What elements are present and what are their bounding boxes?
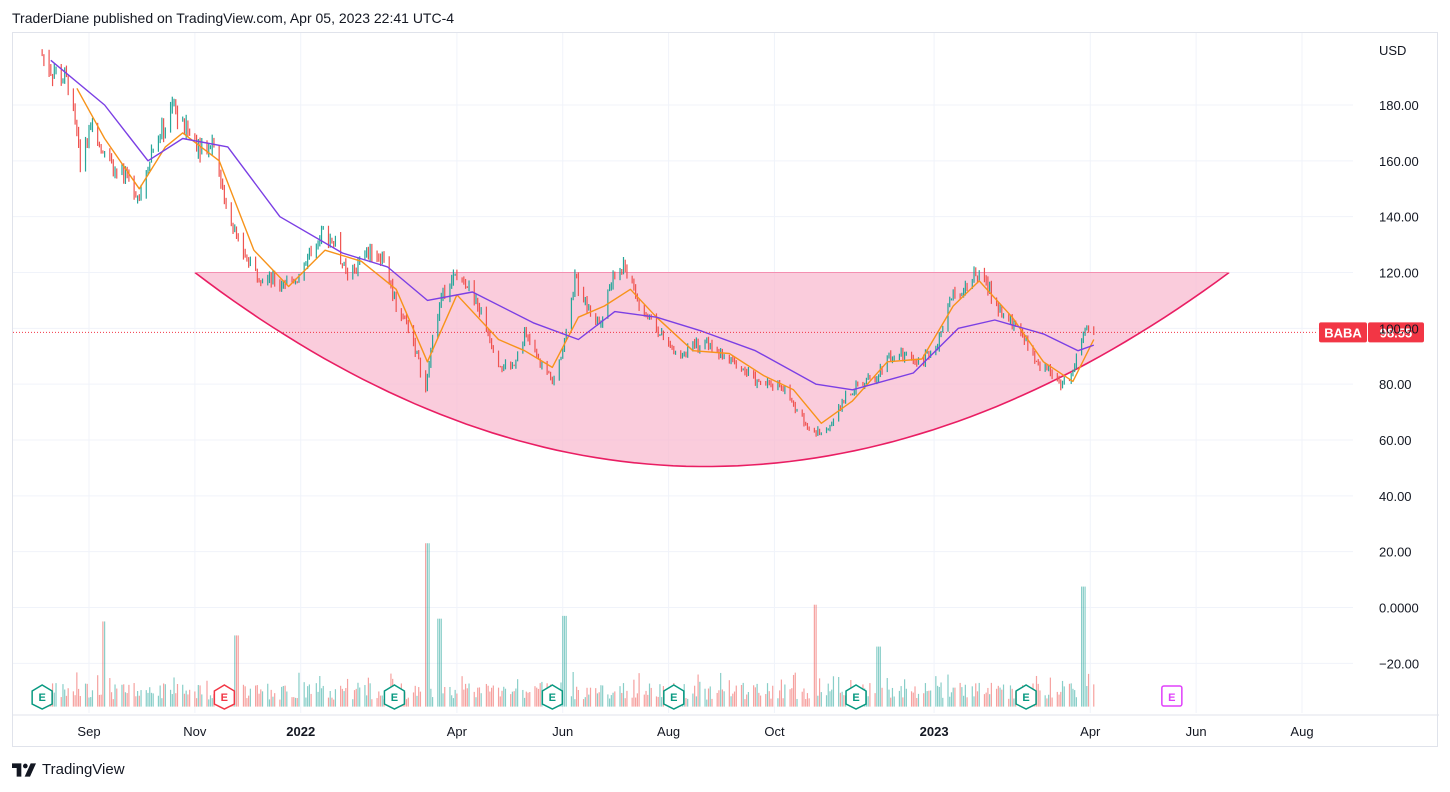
price-tick-label: 140.00	[1379, 210, 1419, 225]
price-chart[interactable]: E E E E E E E E BABA 98.55 USD 180.00 160.00 140.00…	[13, 33, 1439, 748]
earnings-label: E	[221, 692, 228, 704]
time-tick-label: Jun	[552, 724, 573, 739]
earnings-shape	[845, 684, 867, 710]
earnings-shape	[213, 684, 236, 710]
earnings-shape	[663, 684, 685, 710]
price-bars	[41, 49, 1095, 437]
price-tick-label: 80.00	[1379, 377, 1412, 392]
earnings-label: E	[1168, 692, 1175, 704]
earnings-marker-icon[interactable]: E	[541, 684, 564, 710]
price-tick-label: 100.00	[1379, 321, 1419, 336]
moving-average-line	[50, 59, 1095, 391]
price-tick-label: 40.00	[1379, 489, 1412, 504]
earnings-label: E	[391, 692, 398, 704]
time-tick-label: Apr	[1080, 724, 1101, 739]
earnings-label: E	[1022, 692, 1029, 704]
earnings-box	[1161, 685, 1183, 707]
price-tick-label: 180.00	[1379, 98, 1419, 113]
earnings-marker-icon[interactable]: E	[213, 684, 236, 710]
time-tick-label: Apr	[447, 724, 468, 739]
earnings-label: E	[670, 692, 677, 704]
symbol-label: BABA	[1324, 325, 1362, 340]
price-axis: USD 180.00 160.00 140.00 120.00 100.00 80.00 60…	[1379, 43, 1419, 671]
earnings-shape	[541, 684, 564, 710]
price-tick-label: 160.00	[1379, 154, 1419, 169]
time-tick-label: Jun	[1186, 724, 1207, 739]
time-tick-label: Sep	[77, 724, 100, 739]
footer: TradingView	[12, 761, 125, 778]
price-tick-label: −20.00	[1379, 656, 1419, 671]
earnings-marker-icon[interactable]: E	[1015, 684, 1037, 710]
earnings-label: E	[549, 692, 556, 704]
price-tick-label: 60.00	[1379, 433, 1412, 448]
time-tick-label: Nov	[183, 724, 207, 739]
volume-bars	[41, 543, 1095, 707]
last-price-label: 98.55	[1380, 325, 1413, 340]
price-tick-label: 20.00	[1379, 545, 1412, 560]
symbol-tag	[1319, 322, 1367, 343]
last-price-line: BABA 98.55	[13, 322, 1424, 343]
chart-frame: E E E E E E E E BABA 98.55 USD 180.00 160.00 140.00…	[12, 32, 1439, 748]
currency-label: USD	[1379, 43, 1406, 58]
publisher-line: TraderDiane published on TradingView.com…	[12, 10, 455, 26]
rounded-bottom-pattern	[194, 271, 1230, 468]
pattern-fill	[194, 272, 1230, 467]
earnings-label: E	[852, 692, 859, 704]
time-tick-label: 2022	[286, 724, 315, 739]
earnings-marker-icon[interactable]: E	[31, 684, 53, 710]
earnings-label: E	[38, 692, 45, 704]
earnings-marker-icon[interactable]: E	[1161, 685, 1183, 707]
price-tick-label: 120.00	[1379, 266, 1419, 281]
earnings-marker-icon[interactable]: E	[845, 684, 867, 710]
earnings-shape	[1015, 684, 1037, 710]
time-axis: Sep Nov 2022 Apr Jun Aug Oct 2023 Apr Jun Aug	[77, 724, 1313, 739]
earnings-shape	[31, 684, 53, 710]
earnings-shape	[383, 684, 406, 710]
last-price-tag	[1368, 322, 1424, 343]
time-tick-label: 2023	[920, 724, 949, 739]
pattern-arc	[194, 271, 1230, 468]
tradingview-brand[interactable]: TradingView	[42, 761, 125, 778]
earnings-marker-icon[interactable]: E	[663, 684, 685, 710]
time-tick-label: Aug	[1290, 724, 1313, 739]
time-tick-label: Aug	[657, 724, 680, 739]
time-tick-label: Oct	[764, 724, 785, 739]
earnings-marker-icon[interactable]: E	[383, 684, 406, 710]
price-tick-label: 0.0000	[1379, 601, 1419, 616]
tradingview-logo-icon[interactable]	[12, 762, 36, 777]
